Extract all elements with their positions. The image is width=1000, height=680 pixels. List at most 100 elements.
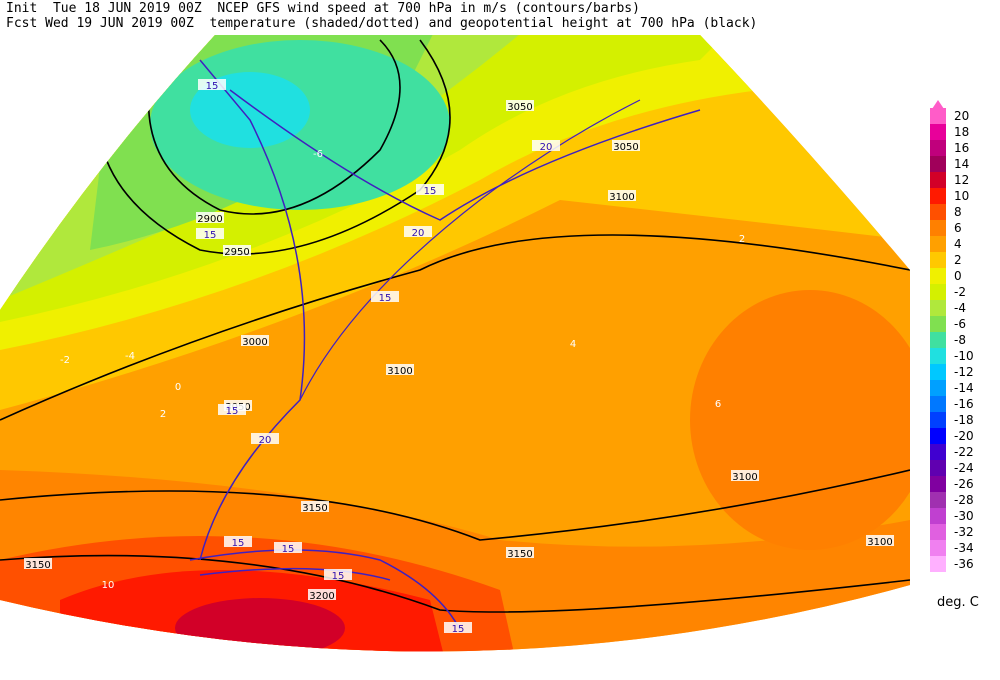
colorbar-box [930,476,946,492]
colorbar-box [930,220,946,236]
colorbar-box [930,364,946,380]
height-label: 3050 [507,102,532,113]
colorbar-label: 6 [954,221,962,235]
height-label: 3150 [507,549,532,560]
colorbar-label: -8 [954,333,966,347]
temperature-label: 6 [715,399,721,410]
colorbar-box [930,284,946,300]
height-label-bg [866,535,894,546]
temperature-label: 2 [160,409,166,420]
colorbar-label: -16 [954,397,974,411]
height-label: 3100 [732,472,757,483]
colorbar-box [930,124,946,140]
colorbar-box [930,108,946,124]
wind-label-bg [224,536,252,547]
colorbar-box [930,412,946,428]
height-label: 3050 [613,142,638,153]
wind-label: 15 [282,544,295,555]
unit-label: deg. C [937,595,979,610]
height-label-bg [223,245,251,256]
colorbar-label: -32 [954,525,974,539]
temperature-label: -4 [125,351,135,362]
wind-label-bg [198,79,226,90]
colorbar-box [930,492,946,508]
wind-label: 15 [424,186,437,197]
height-label-bg [308,589,336,600]
wind-label: 15 [232,538,245,549]
colorbar-label: 20 [954,109,969,123]
wind-label: 15 [204,230,217,241]
height-label-bg [506,100,534,111]
height-label: 3100 [867,537,892,548]
temperature-label: 2 [739,234,745,245]
wind-label-bg [532,140,560,151]
wind-label-bg [218,404,246,415]
colorbar-box [930,236,946,252]
colorbar-label: 12 [954,173,969,187]
colorbar-label: -12 [954,365,974,379]
wind-label: 15 [332,571,345,582]
height-label-bg [731,470,759,481]
colorbar-box [930,556,946,572]
colorbar-box [930,140,946,156]
colorbar-box [930,172,946,188]
temperature-label: 0 [175,382,181,393]
colorbar-label: 4 [954,237,962,251]
wind-label-bg [404,226,432,237]
colorbar-box [930,460,946,476]
colorbar-box [930,540,946,556]
colorbar-label: 0 [954,269,962,283]
colorbar-label: 16 [954,141,969,155]
wind-label-bg [371,291,399,302]
temperature-label: -2 [60,355,70,366]
colorbar-box [930,348,946,364]
temperature-label: 10 [102,580,115,591]
wind-label-bg [196,228,224,239]
colorbar-label: 2 [954,253,962,267]
height-label: 3100 [387,366,412,377]
height-label: 2950 [224,247,249,258]
wind-label: 15 [206,81,219,92]
wind-label-bg [274,542,302,553]
colorbar-label: 8 [954,205,962,219]
height-label: 3150 [302,503,327,514]
wind-label: 20 [259,435,272,446]
colorbar-label: -20 [954,429,974,443]
header-line: Init Tue 18 JUN 2019 00Z NCEP GFS wind s… [6,1,640,16]
height-label: 3200 [309,591,334,602]
colorbar-label: -4 [954,301,966,315]
colorbar-label: 10 [954,189,969,203]
height-label-bg [196,212,224,223]
height-label: 2900 [197,214,222,225]
colorbar-label: 14 [954,157,969,171]
wind-label: 15 [379,293,392,304]
colorbar-box [930,396,946,412]
wind-label-bg [251,433,279,444]
wind-label: 20 [412,228,425,239]
temperature-label: 4 [570,339,576,350]
colorbar-label: -26 [954,477,974,491]
colorbar-box [930,524,946,540]
colorbar-label: -36 [954,557,974,571]
colorbar-box [930,252,946,268]
temperature-label: -6 [313,149,323,160]
wind-label-bg [416,184,444,195]
colorbar-box [930,188,946,204]
height-label-bg [24,558,52,569]
colorbar-box [930,380,946,396]
colorbar-label: -14 [954,381,974,395]
height-label-bg [241,335,269,346]
height-label-bg [301,501,329,512]
colorbar-label: -18 [954,413,974,427]
height-label: 3000 [242,337,267,348]
colorbar-label: -34 [954,541,974,555]
height-label: 3100 [609,192,634,203]
colorbar-label: -28 [954,493,974,507]
colorbar-box [930,300,946,316]
colorbar-label: -30 [954,509,974,523]
wind-label-bg [324,569,352,580]
colorbar-box [930,444,946,460]
